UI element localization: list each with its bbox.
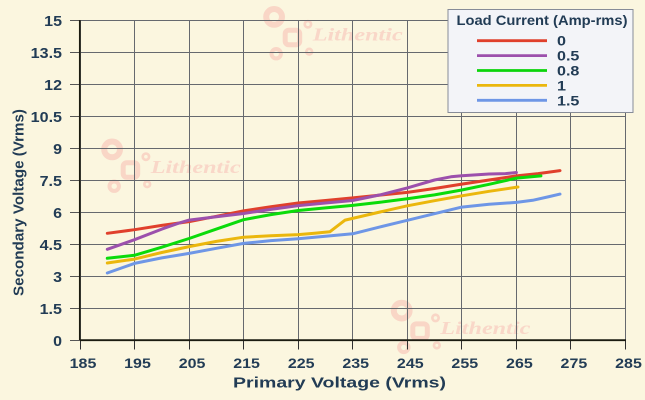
svg-text:1.5: 1.5 bbox=[40, 302, 62, 318]
svg-text:Secondary Voltage (Vrms): Secondary Voltage (Vrms) bbox=[11, 109, 28, 296]
svg-text:235: 235 bbox=[342, 355, 369, 371]
svg-text:255: 255 bbox=[451, 355, 478, 371]
svg-text:Primary Voltage (Vrms): Primary Voltage (Vrms) bbox=[233, 375, 446, 392]
svg-text:1.5: 1.5 bbox=[557, 92, 580, 108]
svg-text:6: 6 bbox=[53, 206, 62, 222]
svg-text:285: 285 bbox=[615, 355, 642, 371]
svg-text:9: 9 bbox=[53, 142, 62, 158]
svg-text:205: 205 bbox=[179, 355, 206, 371]
svg-text:15: 15 bbox=[44, 14, 62, 30]
svg-text:0.8: 0.8 bbox=[557, 63, 580, 79]
svg-text:0: 0 bbox=[557, 33, 566, 49]
svg-text:225: 225 bbox=[288, 355, 315, 371]
svg-text:4.5: 4.5 bbox=[40, 238, 62, 254]
svg-text:185: 185 bbox=[70, 355, 97, 371]
svg-text:3: 3 bbox=[53, 270, 62, 286]
svg-text:275: 275 bbox=[561, 355, 588, 371]
svg-text:0.5: 0.5 bbox=[557, 48, 580, 64]
svg-text:245: 245 bbox=[397, 355, 424, 371]
svg-text:195: 195 bbox=[124, 355, 151, 371]
svg-text:7.5: 7.5 bbox=[40, 174, 62, 190]
svg-text:0: 0 bbox=[53, 334, 62, 350]
svg-text:12: 12 bbox=[44, 78, 62, 94]
svg-text:215: 215 bbox=[233, 355, 260, 371]
svg-text:265: 265 bbox=[506, 355, 533, 371]
svg-text:Load Current (Amp-rms): Load Current (Amp-rms) bbox=[457, 12, 628, 28]
svg-text:1: 1 bbox=[557, 77, 566, 93]
svg-text:13.5: 13.5 bbox=[31, 46, 62, 62]
svg-text:10.5: 10.5 bbox=[31, 110, 62, 126]
